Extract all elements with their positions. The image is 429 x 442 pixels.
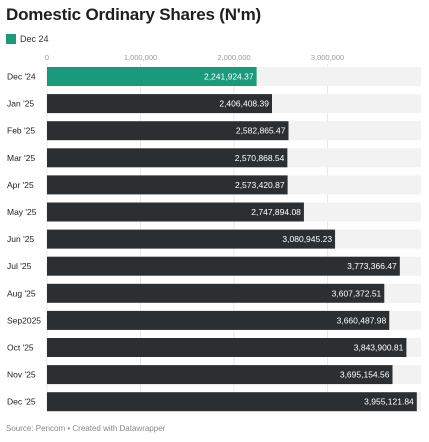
category-label: Jun '25	[7, 234, 34, 244]
x-tick-label: 3,000,000	[311, 53, 344, 62]
value-label: 3,773,366.47	[347, 261, 397, 271]
category-label: Sep2025	[7, 315, 41, 325]
bar	[47, 283, 385, 303]
bar	[47, 338, 407, 357]
legend-label: Dec 24	[20, 34, 49, 44]
value-label: 2,573,420.87	[235, 180, 285, 190]
value-label: 2,582,865.47	[236, 126, 286, 136]
value-label: 3,607,372.51	[332, 288, 382, 298]
category-label: Jul '25	[7, 261, 32, 271]
legend: Dec 24	[6, 33, 49, 45]
category-label: Feb '25	[7, 126, 35, 136]
bar	[47, 148, 288, 168]
value-label: 3,695,154.56	[340, 370, 390, 380]
value-label: 3,660,487.98	[337, 315, 387, 325]
value-label: 2,747,894.08	[251, 207, 301, 217]
bar	[47, 175, 288, 195]
bar	[47, 94, 272, 114]
bar	[47, 365, 393, 385]
bar	[47, 310, 390, 330]
value-label: 3,843,900.81	[354, 343, 404, 353]
legend-swatch	[6, 34, 16, 44]
category-label: Dec '24	[7, 72, 36, 82]
bar-layer: Dec '24 2,241,924.37 Jan '25 2,406,408.39 Fe…	[7, 67, 421, 412]
category-label: Aug '25	[7, 288, 36, 298]
value-label: 3,955,121.84	[364, 397, 414, 407]
category-label: Jan '25	[7, 99, 34, 109]
category-label: Dec '25	[7, 397, 36, 407]
bar	[47, 229, 336, 249]
value-label: 3,080,945.23	[282, 234, 332, 244]
x-tick-label: 2,000,000	[217, 53, 250, 62]
category-label: Mar '25	[7, 153, 35, 163]
bar-chart: 0 1,000,000 2,000,000 3,000,000 Dec '24 2,24…	[7, 53, 421, 412]
source-note: Source: Pencom • Created with Datawrappe…	[6, 424, 166, 433]
tick-layer: 0 1,000,000 2,000,000 3,000,000	[45, 53, 344, 62]
category-label: Apr '25	[7, 180, 34, 190]
value-label: 2,241,924.37	[204, 72, 254, 82]
x-tick-label: 1,000,000	[124, 53, 157, 62]
category-label: Nov '25	[7, 370, 36, 380]
x-tick-label: 0	[45, 53, 49, 62]
value-label: 2,406,408.39	[219, 99, 269, 109]
bar	[47, 392, 417, 412]
category-label: Oct '25	[7, 343, 34, 353]
value-label: 2,570,868.54	[235, 153, 285, 163]
bar	[47, 67, 257, 86]
bar	[47, 202, 304, 222]
bar	[47, 121, 289, 141]
category-label: May '25	[7, 207, 37, 217]
chart-title: Domestic Ordinary Shares (N'm)	[6, 5, 262, 24]
bar	[47, 256, 400, 276]
